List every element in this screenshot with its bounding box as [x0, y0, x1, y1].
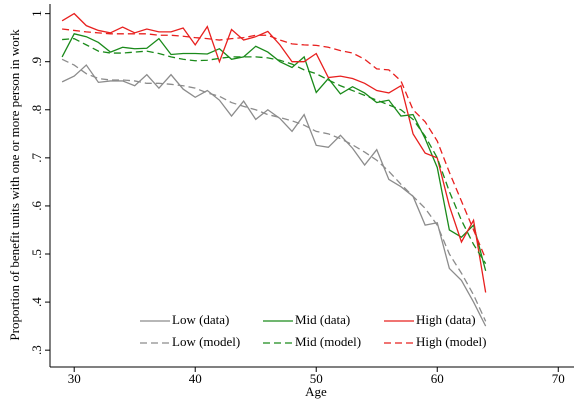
y-tick-label: .4 [29, 297, 44, 307]
legend-label: Mid (data) [295, 312, 350, 327]
x-tick-label: 50 [310, 371, 323, 386]
series-line [61, 58, 487, 322]
legend-label: Mid (model) [295, 334, 361, 349]
x-tick-label: 70 [552, 371, 565, 386]
legend-label: Low (data) [172, 312, 229, 327]
y-tick-label: 1 [29, 10, 44, 17]
y-tick-label: .5 [29, 249, 44, 259]
y-tick-label: .3 [29, 345, 44, 355]
y-tick-label: .7 [29, 152, 44, 162]
y-tick-label: .6 [29, 201, 44, 211]
y-tick-label: .8 [29, 105, 44, 115]
series-line [61, 12, 487, 293]
y-axis-label: Proportion of benefit units with one or … [7, 29, 22, 341]
series-line [62, 28, 487, 260]
x-tick-label: 60 [431, 371, 444, 386]
series-line [62, 37, 487, 264]
x-tick-label: 40 [189, 371, 202, 386]
x-tick-label: 30 [68, 371, 81, 386]
series-line [61, 64, 487, 327]
y-tick-label: .9 [29, 57, 44, 67]
legend-label: High (model) [416, 334, 486, 349]
legend-label: Low (model) [172, 334, 240, 349]
x-axis-label: Age [305, 384, 327, 399]
legend-label: High (data) [416, 312, 476, 327]
series-line [61, 33, 487, 272]
